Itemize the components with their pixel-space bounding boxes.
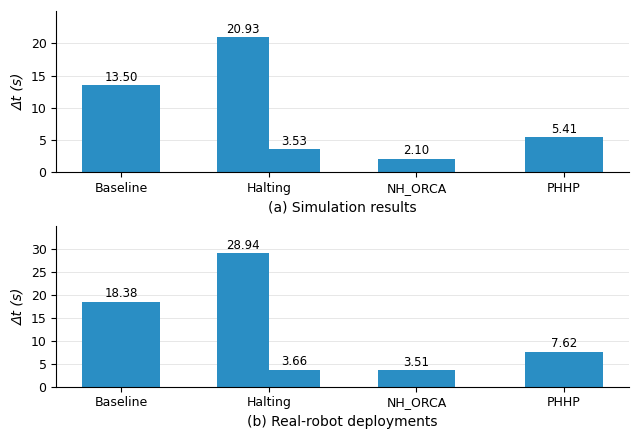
Text: 7.62: 7.62 <box>551 337 577 350</box>
X-axis label: (b) Real-robot deployments: (b) Real-robot deployments <box>247 415 438 429</box>
Bar <box>378 370 455 387</box>
Text: 3.53: 3.53 <box>282 135 307 148</box>
Bar <box>269 150 321 172</box>
Text: 3.51: 3.51 <box>403 356 429 369</box>
Text: 5.41: 5.41 <box>551 123 577 136</box>
Text: 3.66: 3.66 <box>282 355 308 368</box>
Text: 28.94: 28.94 <box>226 239 260 252</box>
Bar <box>83 85 160 172</box>
Bar <box>525 352 603 387</box>
Y-axis label: Δt (s): Δt (s) <box>11 73 25 110</box>
Bar <box>378 159 455 172</box>
Bar <box>217 253 269 387</box>
Bar <box>269 370 321 387</box>
Bar <box>83 302 160 387</box>
Text: 2.10: 2.10 <box>403 144 429 157</box>
Bar <box>217 37 269 172</box>
X-axis label: (a) Simulation results: (a) Simulation results <box>268 201 417 214</box>
Bar <box>525 137 603 172</box>
Y-axis label: Δt (s): Δt (s) <box>11 287 25 325</box>
Text: 18.38: 18.38 <box>104 287 138 301</box>
Text: 13.50: 13.50 <box>104 70 138 84</box>
Text: 20.93: 20.93 <box>226 23 260 36</box>
